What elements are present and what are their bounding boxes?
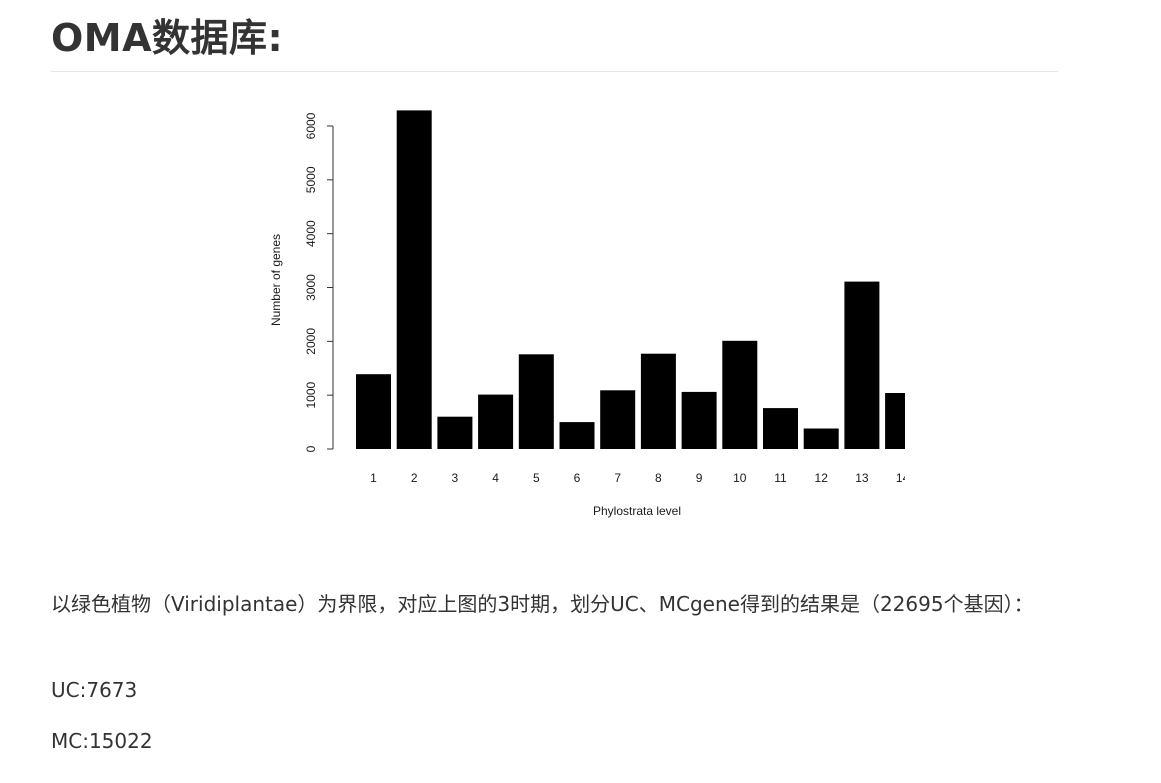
x-tick-label: 12 bbox=[815, 471, 829, 485]
bar-11 bbox=[763, 408, 798, 449]
x-tick-label: 2 bbox=[411, 471, 418, 485]
y-axis: 0 1000 2000 3000 4000 5000 6000 bbox=[304, 112, 334, 452]
bar-6 bbox=[559, 422, 595, 449]
y-axis-label: Number of genes bbox=[269, 234, 283, 326]
x-tick-label: 4 bbox=[492, 471, 499, 485]
x-tick-label: 6 bbox=[574, 471, 581, 485]
x-tick-label: 3 bbox=[452, 471, 459, 485]
bar-14 bbox=[885, 393, 905, 449]
mc-count: MC:15022 bbox=[51, 729, 153, 753]
x-tick-label: 13 bbox=[855, 471, 869, 485]
bar-2 bbox=[396, 110, 432, 450]
bar-4 bbox=[478, 394, 514, 449]
y-tick-label: 6000 bbox=[304, 112, 318, 139]
x-tick-label: 7 bbox=[614, 471, 621, 485]
bar-7 bbox=[600, 390, 636, 449]
bar-chart-figure: 0 1000 2000 3000 4000 5000 6000 1 2 3 4 5 6 7 8 9 10 11 1… bbox=[205, 90, 905, 530]
bar-8 bbox=[640, 353, 676, 449]
uc-count: UC:7673 bbox=[51, 678, 138, 702]
bars bbox=[356, 110, 905, 450]
bar-1 bbox=[356, 374, 391, 449]
x-axis-label: Phylostrata level bbox=[593, 504, 681, 518]
y-tick-label: 1000 bbox=[304, 381, 318, 408]
title-divider bbox=[51, 71, 1058, 72]
x-tick-label: 5 bbox=[533, 471, 540, 485]
x-tick-label: 8 bbox=[655, 471, 662, 485]
bar-9 bbox=[681, 391, 717, 449]
bar-13 bbox=[844, 281, 880, 449]
y-tick-label: 2000 bbox=[304, 328, 318, 355]
description-paragraph: 以绿色植物（Viridiplantae）为界限，对应上图的3时期，划分UC、MC… bbox=[51, 592, 1034, 616]
y-tick-label: 5000 bbox=[304, 166, 318, 193]
x-tick-label: 9 bbox=[696, 471, 703, 485]
x-tick-label: 14 bbox=[896, 471, 905, 485]
x-tick-labels: 1234567891011121314 bbox=[370, 471, 905, 485]
bar-5 bbox=[518, 354, 554, 449]
y-tick-label: 0 bbox=[304, 445, 318, 452]
page-title: OMA数据库: bbox=[51, 16, 284, 60]
x-tick-label: 1 bbox=[370, 471, 377, 485]
bar-3 bbox=[437, 416, 473, 449]
bar-10 bbox=[722, 340, 758, 449]
y-tick-label: 3000 bbox=[304, 274, 318, 301]
x-tick-label: 11 bbox=[774, 471, 787, 485]
x-tick-label: 10 bbox=[733, 471, 747, 485]
y-tick-label: 4000 bbox=[304, 220, 318, 247]
bar-12 bbox=[803, 428, 839, 449]
